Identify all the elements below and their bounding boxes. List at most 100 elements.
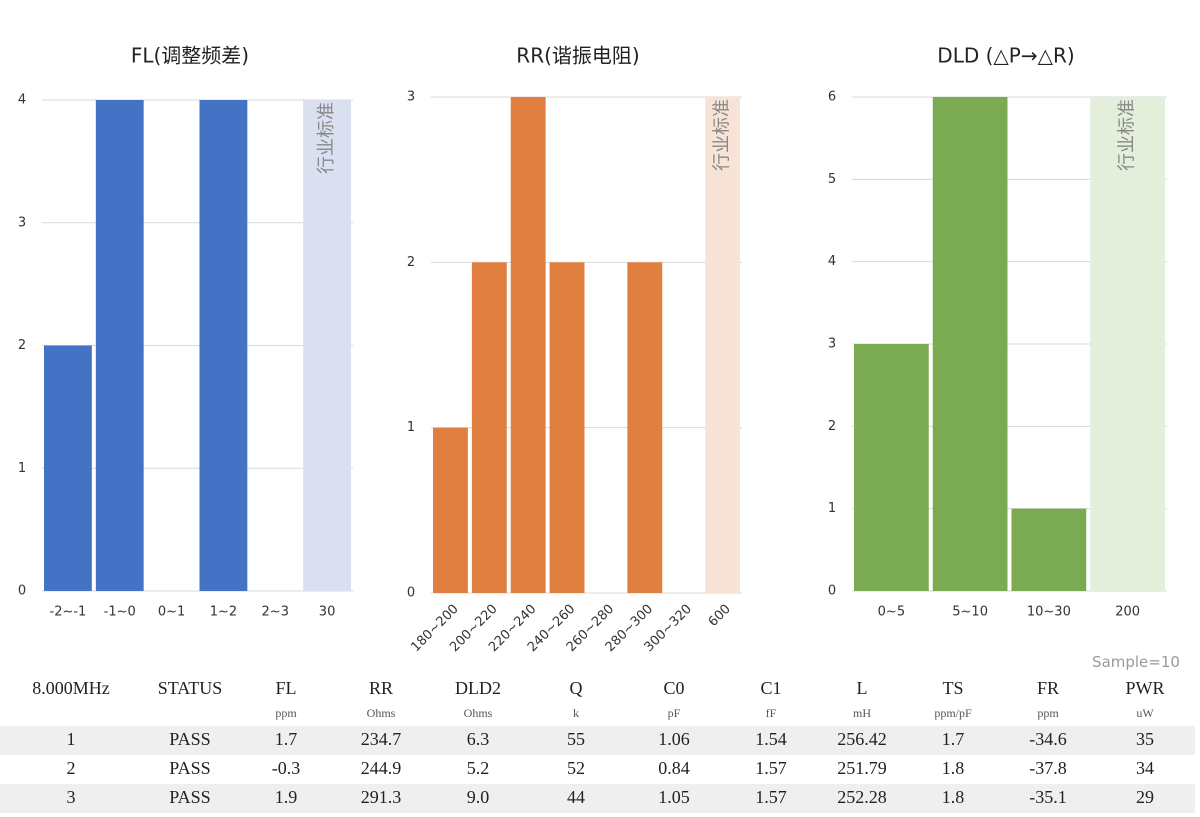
table-cell: 1.8: [941, 787, 965, 807]
column-header: FL: [275, 678, 297, 698]
column-unit: k: [573, 706, 579, 720]
x-tick-label: 5~10: [952, 605, 988, 620]
table-cell: 55: [567, 729, 585, 749]
bar: [471, 262, 507, 593]
table-cell: -34.6: [1029, 729, 1067, 749]
standard-band: [1090, 97, 1165, 591]
column-header: STATUS: [157, 678, 223, 698]
column-unit: uW: [1136, 706, 1154, 720]
standard-label: 行业标准: [712, 99, 733, 171]
table-cell: 291.3: [360, 787, 402, 807]
bar: [854, 344, 929, 591]
table-cell: 244.9: [360, 758, 402, 778]
bar: [627, 262, 663, 593]
table-cell: 9.0: [466, 787, 490, 807]
y-tick-label: 0: [407, 586, 415, 601]
y-tick-label: 3: [828, 337, 836, 352]
table-cell: 1.7: [274, 729, 298, 749]
y-tick-label: 4: [828, 254, 836, 269]
table-cell: 1.8: [941, 758, 965, 778]
bar: [549, 262, 585, 593]
chart-title: DLD (△P→△R): [937, 44, 1074, 68]
chart-title: RR(谐振电阻): [516, 44, 639, 68]
table-cell: PASS: [169, 729, 211, 749]
y-tick-label: 5: [828, 172, 836, 187]
column-unit: fF: [765, 706, 777, 720]
bar: [1011, 508, 1087, 591]
table-cell: 1.57: [755, 758, 787, 778]
standard-label: 行业标准: [1117, 99, 1138, 171]
table-cell: 5.2: [466, 758, 490, 778]
column-unit: mH: [853, 706, 871, 720]
column-header: TS: [942, 678, 964, 698]
y-tick-label: 6: [828, 90, 836, 105]
column-header: C0: [663, 678, 685, 698]
table-cell: -35.1: [1029, 787, 1067, 807]
bar: [510, 97, 546, 593]
table-cell: 1.06: [658, 729, 690, 749]
y-tick-label: 1: [407, 420, 415, 435]
y-tick-label: 2: [828, 419, 836, 434]
y-tick-label: 4: [18, 93, 26, 108]
table-cell: 0.84: [658, 758, 690, 778]
bar: [95, 100, 144, 591]
standard-label: 行业标准: [316, 102, 337, 174]
column-unit: ppm: [275, 706, 297, 720]
column-unit: Ohms: [366, 706, 396, 720]
bar: [199, 100, 248, 591]
table-cell: PASS: [169, 758, 211, 778]
table-cell: 34: [1136, 758, 1154, 778]
x-tick-label: 0~1: [158, 605, 185, 620]
x-tick-label: -2~-1: [50, 605, 87, 620]
y-tick-label: 1: [828, 501, 836, 516]
standard-band: [705, 97, 740, 593]
column-header: L: [856, 678, 868, 698]
table-cell: -0.3: [271, 758, 301, 778]
table-cell: 6.3: [466, 729, 490, 749]
table-cell: 1.9: [274, 787, 298, 807]
table-cell: 1: [66, 729, 76, 749]
table-cell: 44: [567, 787, 585, 807]
column-unit: ppm: [1037, 706, 1059, 720]
table-cell: 1.54: [755, 729, 787, 749]
y-tick-label: 3: [18, 215, 26, 230]
x-tick-label: 2~3: [262, 605, 289, 620]
x-tick-label: 30: [319, 605, 336, 620]
table-cell: 52: [567, 758, 585, 778]
column-unit: pF: [667, 706, 681, 720]
bar: [433, 427, 468, 593]
x-tick-label: 600: [706, 602, 734, 630]
column-header: DLD2: [455, 678, 501, 698]
x-tick-label: 0~5: [878, 605, 905, 620]
column-unit: ppm/pF: [934, 706, 972, 720]
x-tick-label: 10~30: [1027, 605, 1071, 620]
y-tick-label: 0: [828, 584, 836, 599]
table-cell: 35: [1136, 729, 1154, 749]
column-header: Q: [569, 678, 583, 698]
table-cell: 1.57: [755, 787, 787, 807]
standard-band: [303, 100, 351, 591]
table-cell: 3: [66, 787, 76, 807]
table-cell: 2: [66, 758, 76, 778]
table-cell: 234.7: [360, 729, 402, 749]
y-tick-label: 3: [407, 90, 415, 105]
column-unit: Ohms: [463, 706, 493, 720]
column-header: PWR: [1125, 678, 1165, 698]
y-tick-label: 2: [18, 338, 26, 353]
column-header: 8.000MHz: [32, 678, 110, 698]
row-background: [0, 726, 1195, 755]
table-cell: 1.7: [941, 729, 965, 749]
bar: [932, 97, 1008, 591]
table-cell: 256.42: [837, 729, 887, 749]
row-background: [0, 784, 1195, 813]
chart-title: FL(调整频差): [131, 44, 249, 68]
table-cell: 251.79: [837, 758, 887, 778]
x-tick-label: -1~0: [104, 605, 136, 620]
x-tick-label: 1~2: [210, 605, 237, 620]
table-cell: 29: [1136, 787, 1154, 807]
table-cell: PASS: [169, 787, 211, 807]
column-header: FR: [1036, 678, 1060, 698]
y-tick-label: 1: [18, 461, 26, 476]
